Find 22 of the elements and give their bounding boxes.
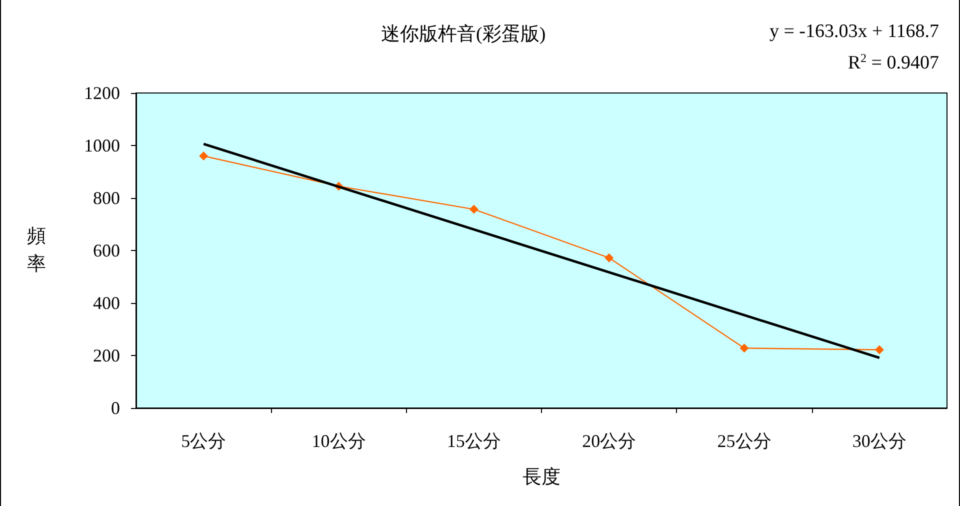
y-tick-label: 400 (93, 293, 120, 313)
x-axis-title: 長度 (522, 466, 560, 488)
y-tick-label: 0 (111, 398, 120, 418)
x-tick-label: 15公分 (446, 431, 501, 451)
x-tick-label: 25公分 (717, 431, 772, 451)
point (740, 344, 749, 353)
y-axis-title: 頻率 (27, 226, 46, 275)
chart-title: 迷你版杵音(彩蛋版) (381, 23, 546, 45)
y-tick-label: 800 (93, 188, 120, 208)
x-tick-label: 5公分 (181, 431, 226, 451)
y-tick-label: 200 (93, 346, 120, 366)
x-tick-label: 10公分 (312, 431, 366, 451)
text: y = -163.03x + 1168.7 (769, 21, 940, 42)
x-tick-label: 20公分 (582, 431, 636, 451)
y-tick-label: 1000 (84, 136, 120, 156)
point (199, 152, 208, 160)
y-tick-label: 600 (93, 240, 120, 260)
point (874, 345, 884, 354)
y-tick-label: 1200 (84, 83, 120, 103)
x-tick-label: 30公分 (852, 431, 906, 451)
point (469, 204, 478, 214)
point (604, 253, 614, 262)
